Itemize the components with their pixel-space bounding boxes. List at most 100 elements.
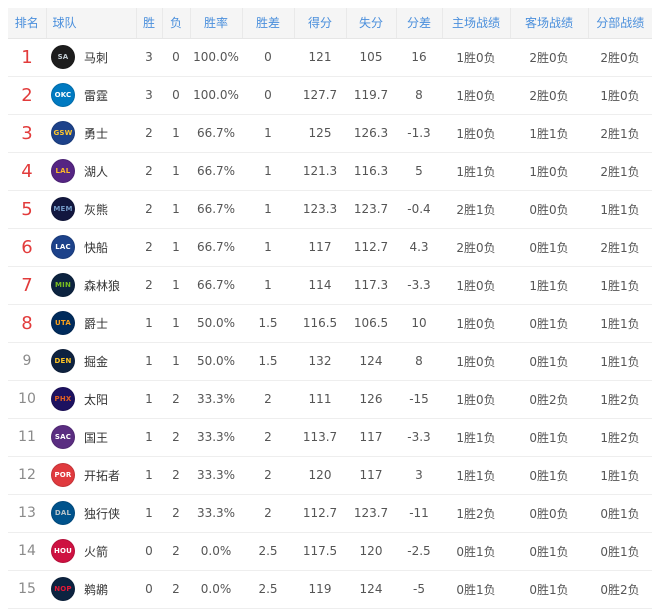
col-header-point-diff: 分差	[396, 8, 443, 39]
home-record-cell: 1胜1负	[442, 152, 510, 191]
team-name-link[interactable]: 勇士	[84, 126, 109, 141]
team-cell: LAL 湖人	[46, 152, 136, 191]
col-header-points-for: 得分	[294, 8, 347, 39]
team-inner: MEM 灰熊	[46, 197, 136, 221]
winpct-cell: 66.7%	[190, 114, 242, 153]
team-name-link[interactable]: 爵士	[84, 316, 109, 331]
points-against-cell: 123.7	[346, 190, 396, 229]
wins-cell: 2	[136, 152, 162, 191]
rank-cell: 1	[8, 38, 46, 77]
winpct-cell: 100.0%	[190, 38, 242, 77]
away-record-cell: 0胜2负	[510, 380, 588, 419]
team-name-link[interactable]: 火箭	[84, 544, 109, 559]
division-record-cell: 2胜1负	[588, 152, 652, 191]
standings-body: 1 SA 马刺 3 0 100.0% 0 121 105 16 1胜0负 2胜0…	[8, 38, 652, 609]
home-record-cell: 1胜1负	[442, 456, 510, 495]
team-logo-icon: DEN	[51, 349, 75, 373]
division-record-cell: 1胜1负	[588, 342, 652, 381]
home-record-cell: 1胜0负	[442, 380, 510, 419]
rank-cell: 13	[8, 494, 46, 533]
division-record-cell: 0胜1负	[588, 494, 652, 533]
team-name-link[interactable]: 开拓者	[84, 468, 121, 483]
team-logo-icon: LAL	[51, 159, 75, 183]
point-diff-cell: 8	[396, 342, 442, 381]
division-record-cell: 1胜0负	[588, 76, 652, 115]
wins-cell: 1	[136, 494, 162, 533]
team-logo-icon: GSW	[51, 121, 75, 145]
team-inner: POR 开拓者	[46, 463, 136, 487]
team-name-link[interactable]: 鹈鹕	[84, 582, 109, 597]
header-row: 排名 球队 胜 负 胜率 胜差 得分 失分 分差 主场战绩 客场战绩 分部战绩	[8, 8, 652, 39]
home-record-cell: 2胜1负	[442, 190, 510, 229]
division-record-cell: 1胜2负	[588, 418, 652, 457]
team-name-link[interactable]: 掘金	[84, 354, 109, 369]
points-for-cell: 113.7	[294, 418, 346, 457]
point-diff-cell: -5	[396, 570, 442, 609]
points-for-cell: 123.3	[294, 190, 346, 229]
team-name-link[interactable]: 太阳	[84, 392, 109, 407]
team-logo-icon: SA	[51, 45, 75, 69]
table-row: 8 UTA 爵士 1 1 50.0% 1.5 116.5 106.5 10 1胜…	[8, 304, 652, 343]
gamesback-cell: 1	[242, 190, 294, 229]
team-cell: HOU 火箭	[46, 532, 136, 571]
team-cell: GSW 勇士	[46, 114, 136, 153]
team-name-link[interactable]: 湖人	[84, 164, 109, 179]
table-row: 1 SA 马刺 3 0 100.0% 0 121 105 16 1胜0负 2胜0…	[8, 38, 652, 77]
team-inner: DEN 掘金	[46, 349, 136, 373]
points-against-cell: 116.3	[346, 152, 396, 191]
winpct-cell: 33.3%	[190, 456, 242, 495]
home-record-cell: 1胜0负	[442, 304, 510, 343]
losses-cell: 1	[162, 304, 190, 343]
team-logo-icon: MEM	[51, 197, 75, 221]
col-header-division-record: 分部战绩	[588, 8, 652, 39]
away-record-cell: 0胜1负	[510, 570, 588, 609]
team-name-link[interactable]: 国王	[84, 430, 109, 445]
team-inner: PHX 太阳	[46, 387, 136, 411]
winpct-cell: 66.7%	[190, 190, 242, 229]
team-logo-icon: PHX	[51, 387, 75, 411]
col-header-home-record: 主场战绩	[442, 8, 511, 39]
team-name-link[interactable]: 独行侠	[84, 506, 121, 521]
division-record-cell: 1胜1负	[588, 266, 652, 305]
away-record-cell: 0胜0负	[510, 494, 588, 533]
points-against-cell: 105	[346, 38, 396, 77]
rank-cell: 14	[8, 532, 46, 571]
home-record-cell: 1胜0负	[442, 266, 510, 305]
wins-cell: 3	[136, 76, 162, 115]
division-record-cell: 1胜1负	[588, 190, 652, 229]
point-diff-cell: 5	[396, 152, 442, 191]
team-name-link[interactable]: 马刺	[84, 50, 109, 65]
division-record-cell: 1胜1负	[588, 456, 652, 495]
team-logo-icon: SAC	[51, 425, 75, 449]
wins-cell: 1	[136, 380, 162, 419]
team-name-link[interactable]: 灰熊	[84, 202, 109, 217]
table-row: 12 POR 开拓者 1 2 33.3% 2 120 117 3 1胜1负 0胜…	[8, 456, 652, 495]
winpct-cell: 66.7%	[190, 152, 242, 191]
team-name-link[interactable]: 森林狼	[84, 278, 121, 293]
points-for-cell: 112.7	[294, 494, 346, 533]
points-against-cell: 106.5	[346, 304, 396, 343]
division-record-cell: 1胜1负	[588, 304, 652, 343]
points-for-cell: 117	[294, 228, 346, 267]
team-cell: UTA 爵士	[46, 304, 136, 343]
winpct-cell: 50.0%	[190, 304, 242, 343]
points-for-cell: 132	[294, 342, 346, 381]
gamesback-cell: 1.5	[242, 342, 294, 381]
losses-cell: 1	[162, 342, 190, 381]
team-cell: MIN 森林狼	[46, 266, 136, 305]
col-header-team: 球队	[46, 8, 137, 39]
team-name-link[interactable]: 快船	[84, 240, 109, 255]
team-logo-icon: OKC	[51, 83, 75, 107]
wins-cell: 0	[136, 570, 162, 609]
rank-cell: 7	[8, 266, 46, 305]
team-logo-icon: POR	[51, 463, 75, 487]
winpct-cell: 66.7%	[190, 266, 242, 305]
team-name-link[interactable]: 雷霆	[84, 88, 109, 103]
standings-table-container: 排名 球队 胜 负 胜率 胜差 得分 失分 分差 主场战绩 客场战绩 分部战绩 …	[8, 8, 652, 609]
points-for-cell: 111	[294, 380, 346, 419]
away-record-cell: 2胜0负	[510, 38, 588, 77]
gamesback-cell: 2	[242, 418, 294, 457]
home-record-cell: 1胜0负	[442, 342, 510, 381]
col-header-gamesback: 胜差	[242, 8, 295, 39]
table-row: 14 HOU 火箭 0 2 0.0% 2.5 117.5 120 -2.5 0胜…	[8, 532, 652, 571]
